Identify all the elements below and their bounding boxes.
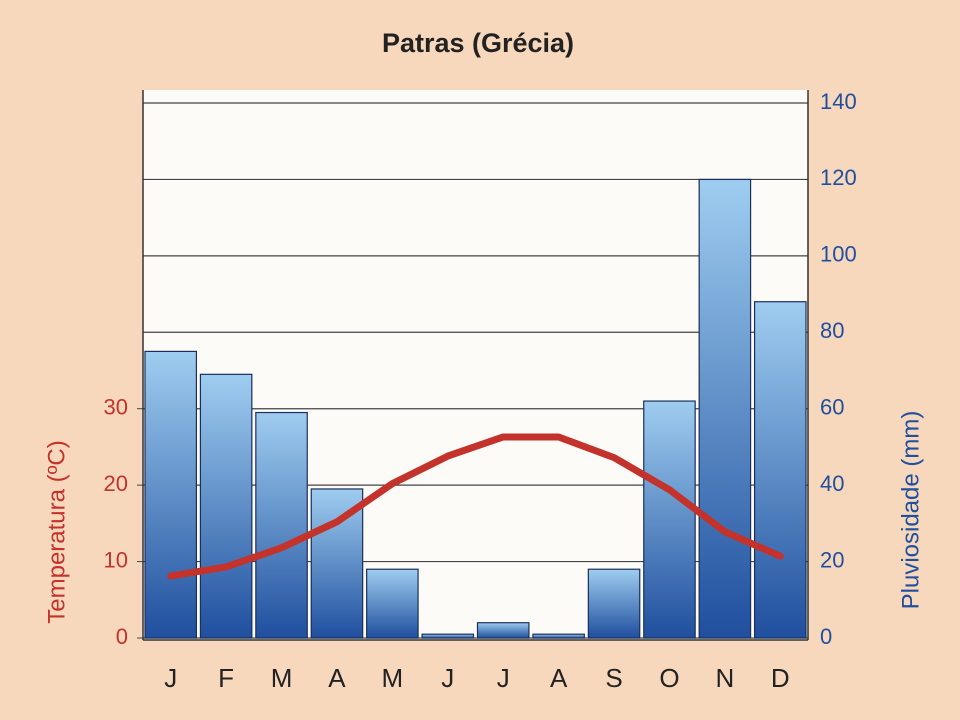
bar	[476, 622, 530, 639]
x-tick-label: N	[715, 663, 734, 693]
y-axis-label: Temperatura (ºC)	[43, 440, 70, 623]
y2-tick-label: 100	[820, 242, 857, 267]
y2-tick-label: 60	[820, 395, 844, 420]
bar	[144, 350, 198, 639]
temperature-line	[167, 433, 784, 580]
y-tick-label: 0	[116, 624, 128, 649]
y-tick-label: 30	[104, 395, 128, 420]
x-tick-label: A	[550, 663, 568, 693]
bar	[421, 633, 475, 639]
y2-tick-label: 120	[820, 165, 857, 190]
x-tick-label: D	[771, 663, 790, 693]
x-tick-label: A	[328, 663, 346, 693]
bar	[587, 568, 641, 639]
bar	[753, 301, 807, 639]
bar	[366, 568, 419, 639]
x-tick-label: S	[605, 663, 622, 693]
y-tick-label: 20	[104, 471, 128, 496]
bar	[199, 373, 253, 639]
y2-tick-label: 0	[820, 624, 832, 649]
plot-area	[143, 90, 808, 640]
x-tick-label: M	[271, 663, 293, 693]
x-tick-label: M	[382, 663, 404, 693]
chart-title: Patras (Grécia)	[382, 28, 574, 58]
x-tick-label: J	[164, 663, 177, 693]
x-tick-label: J	[441, 663, 454, 693]
x-tick-label: J	[497, 663, 510, 693]
y2-tick-label: 140	[820, 89, 857, 114]
y2-axis-label: Pluviosidade (mm)	[897, 411, 924, 610]
y2-tick-label: 40	[820, 471, 844, 496]
bar	[643, 400, 696, 639]
x-tick-label: F	[218, 663, 234, 693]
bar	[255, 411, 308, 639]
bar	[532, 633, 585, 639]
y2-tick-label: 80	[820, 318, 844, 343]
bar	[698, 178, 752, 639]
y2-tick-label: 20	[820, 547, 844, 572]
x-tick-label: O	[659, 663, 679, 693]
y-tick-label: 10	[104, 547, 128, 572]
